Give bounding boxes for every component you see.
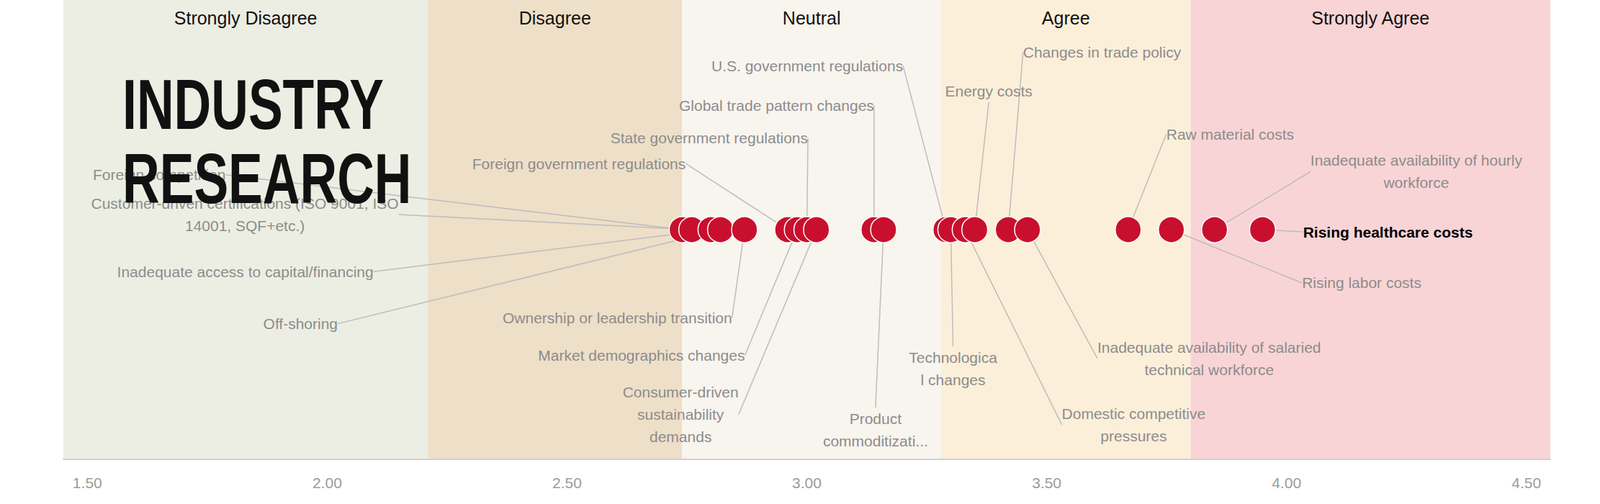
svg-text:14001, SQF+etc.): 14001, SQF+etc.)	[185, 217, 305, 235]
svg-text:Foreign government regulations: Foreign government regulations	[472, 155, 687, 173]
svg-text:pressures: pressures	[1100, 427, 1167, 445]
svg-text:INDUSTRY: INDUSTRY	[122, 64, 384, 145]
svg-text:Market demographics changes: Market demographics changes	[537, 347, 745, 364]
svg-text:Agree: Agree	[1041, 7, 1091, 29]
svg-text:Ownership or leadership transi: Ownership or leadership transition	[502, 309, 733, 327]
svg-text:Rising labor costs: Rising labor costs	[1301, 274, 1422, 291]
svg-text:Rising healthcare costs: Rising healthcare costs	[1303, 223, 1474, 241]
svg-text:l changes: l changes	[920, 371, 986, 389]
svg-text:workforce: workforce	[1382, 174, 1449, 191]
svg-text:State government regulations: State government regulations	[610, 129, 808, 147]
svg-text:sustainability: sustainability	[637, 406, 725, 423]
svg-text:4.00: 4.00	[1271, 474, 1302, 492]
svg-text:Changes in trade policy: Changes in trade policy	[1023, 43, 1182, 61]
svg-text:Strongly Disagree: Strongly Disagree	[174, 7, 318, 29]
svg-text:1.50: 1.50	[72, 474, 103, 492]
svg-text:Technologica: Technologica	[908, 349, 998, 366]
svg-text:U.S. government regulations: U.S. government regulations	[711, 57, 903, 75]
svg-text:Disagree: Disagree	[519, 7, 592, 29]
svg-text:Inadequate availability of sal: Inadequate availability of salaried	[1097, 339, 1322, 356]
svg-text:Raw material costs: Raw material costs	[1166, 126, 1294, 143]
svg-text:Inadequate access to capital/f: Inadequate access to capital/financing	[117, 263, 374, 281]
svg-text:Strongly Agree: Strongly Agree	[1311, 7, 1430, 29]
svg-text:Domestic competitive: Domestic competitive	[1062, 405, 1207, 422]
svg-text:3.00: 3.00	[792, 474, 822, 492]
svg-text:Consumer-driven: Consumer-driven	[622, 383, 739, 401]
svg-text:2.50: 2.50	[552, 474, 582, 492]
svg-text:technical workforce: technical workforce	[1144, 361, 1274, 379]
svg-text:Inadequate availability of hou: Inadequate availability of hourly	[1310, 151, 1523, 169]
svg-text:Energy costs: Energy costs	[944, 82, 1032, 100]
svg-text:commoditizati...: commoditizati...	[823, 432, 929, 450]
svg-text:4.50: 4.50	[1511, 474, 1541, 492]
svg-text:demands: demands	[649, 428, 712, 446]
svg-text:3.50: 3.50	[1031, 474, 1062, 492]
svg-text:Neutral: Neutral	[782, 7, 842, 29]
svg-text:Global trade pattern changes: Global trade pattern changes	[679, 97, 875, 114]
svg-text:2.00: 2.00	[312, 474, 343, 492]
svg-text:RESEARCH: RESEARCH	[122, 138, 412, 219]
svg-text:Off-shoring: Off-shoring	[263, 315, 339, 332]
svg-text:Product: Product	[849, 410, 903, 428]
